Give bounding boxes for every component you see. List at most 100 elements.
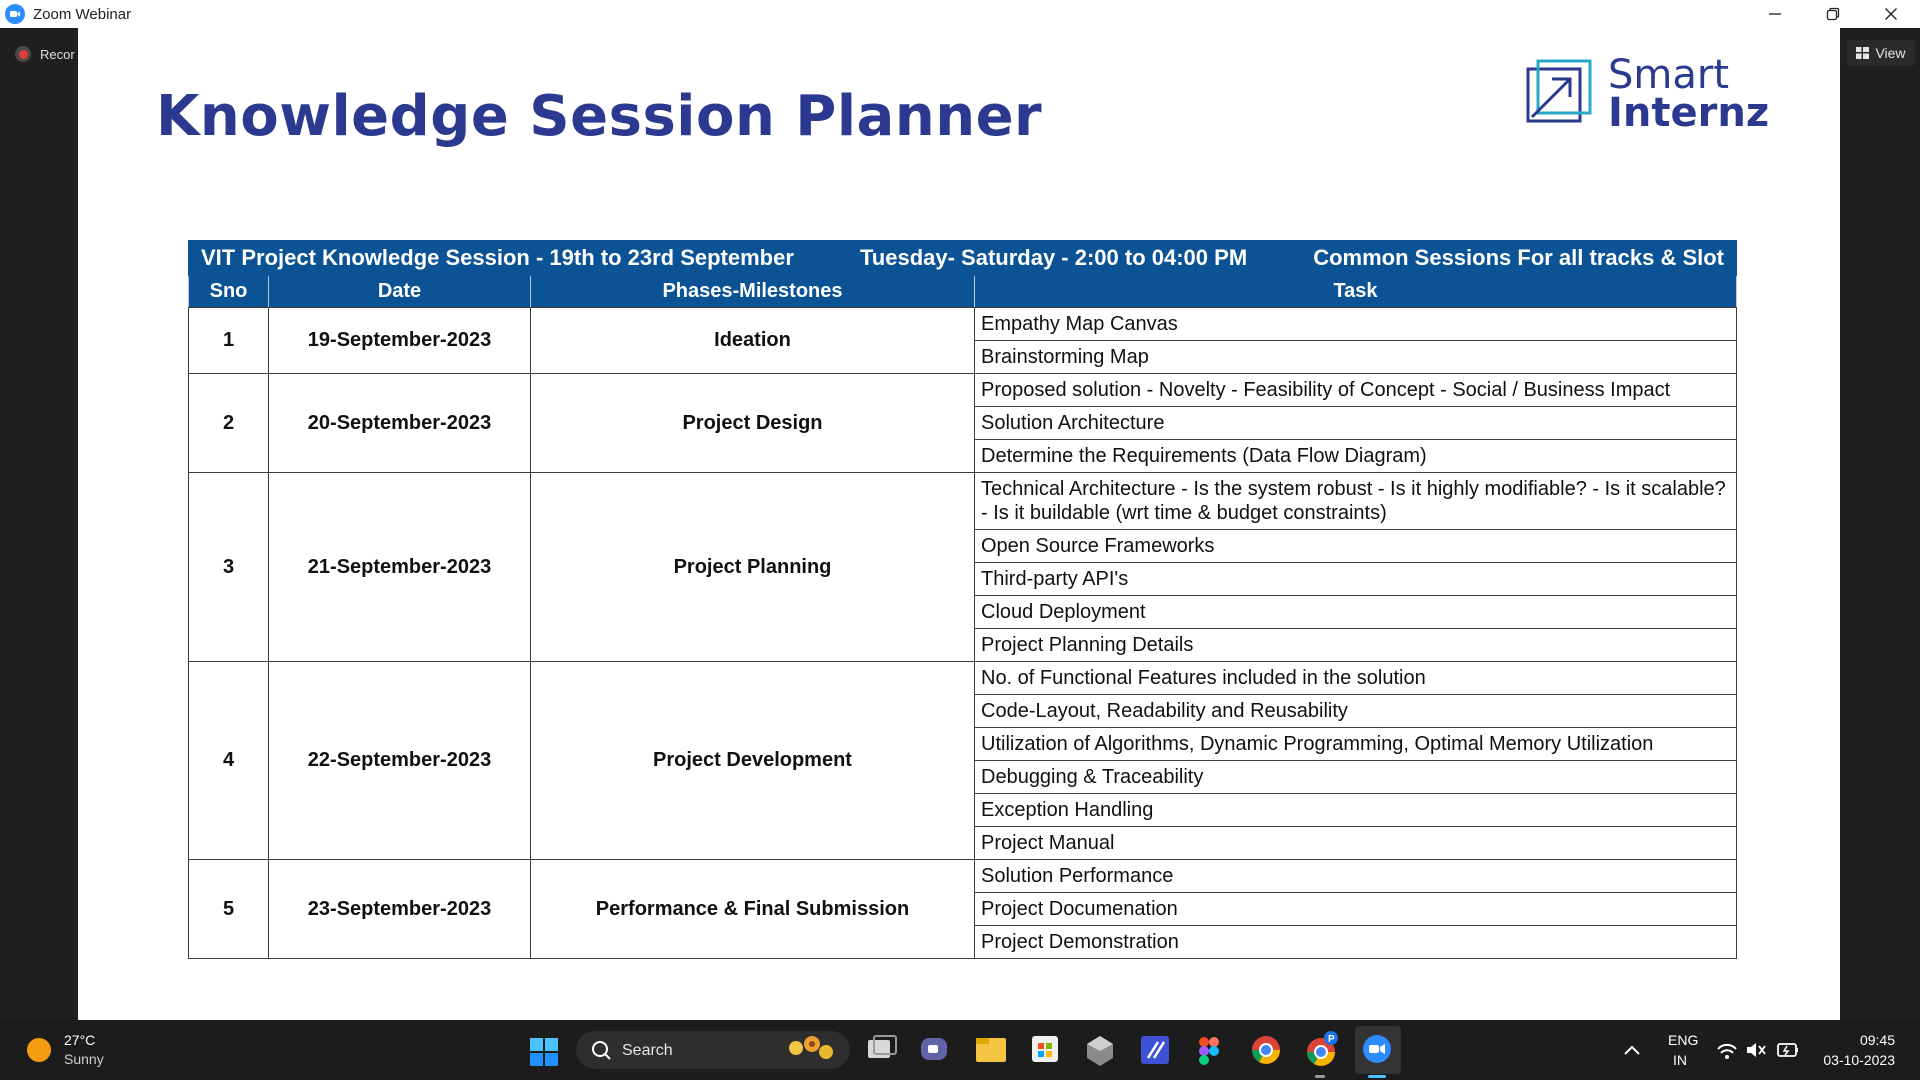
row-phase: Project Design <box>530 373 975 473</box>
clock-date: 03-10-2023 <box>1823 1052 1895 1068</box>
chrome-profile-icon[interactable]: P <box>1307 1031 1338 1078</box>
shared-screen-slide: Knowledge Session Planner Smart Internz … <box>78 28 1840 1020</box>
brand-line1: Smart <box>1608 52 1729 98</box>
teams-chat-icon[interactable] <box>921 1038 947 1060</box>
file-explorer-icon[interactable] <box>976 1038 1006 1062</box>
cube-app-icon[interactable] <box>1087 1036 1113 1066</box>
profile-badge: P <box>1328 1034 1335 1045</box>
session-planner-table: VIT Project Knowledge Session - 19th to … <box>188 240 1737 959</box>
clock[interactable]: 09:45 03-10-2023 <box>1823 1032 1895 1068</box>
table-row: Open Source Frameworks <box>189 529 1737 563</box>
row-sno: 3 <box>188 472 269 662</box>
banner-common: Common Sessions For all tracks & Slot <box>1313 245 1724 270</box>
search-label: Search <box>622 1042 673 1059</box>
view-button[interactable]: View <box>1847 40 1915 66</box>
table-row: Project Documenation <box>189 892 1737 926</box>
table-row: Brainstorming Map <box>189 340 1737 374</box>
table-row: 5 23-September-2023 Performance & Final Su… <box>188 859 1737 959</box>
chrome-icon[interactable] <box>1252 1036 1280 1064</box>
header-phase: Phases-Milestones <box>530 275 975 308</box>
taskbar-search[interactable]: Search <box>576 1031 850 1069</box>
row-sno: 4 <box>188 661 269 860</box>
flowers-icon <box>789 1036 833 1059</box>
row-phase: Project Planning <box>530 472 975 662</box>
brand-line2: Internz <box>1608 90 1770 136</box>
task-cell: Project Planning Details <box>974 628 1737 662</box>
wifi-icon[interactable] <box>1717 1043 1737 1059</box>
microsoft-store-icon[interactable] <box>1032 1036 1058 1062</box>
view-button-label: View <box>1875 45 1906 61</box>
record-icon <box>15 46 31 62</box>
minimize-button[interactable] <box>1746 0 1804 28</box>
weather-condition: Sunny <box>64 1051 104 1067</box>
task-cell: Project Manual <box>974 826 1737 860</box>
table-row: 2 20-September-2023 Project Design Proposed… <box>188 373 1737 473</box>
task-cell: Technical Architecture - Is the system r… <box>974 472 1737 530</box>
row-date: 21-September-2023 <box>268 472 531 662</box>
row-date: 22-September-2023 <box>268 661 531 860</box>
row-date: 23-September-2023 <box>268 859 531 959</box>
clock-time: 09:45 <box>1860 1032 1895 1048</box>
zoom-logo-icon <box>5 4 25 24</box>
speaker-muted-icon[interactable] <box>1747 1043 1766 1057</box>
task-cell: Solution Architecture <box>974 406 1737 440</box>
task-view-icon[interactable] <box>868 1035 897 1058</box>
weather-widget[interactable]: 27°C Sunny <box>27 1032 104 1067</box>
smartinternz-logo-icon <box>1526 59 1592 123</box>
right-panel <box>1840 28 1920 1020</box>
table-header-row: Sno Date Phases-Milestones Task <box>188 275 1737 308</box>
battery-icon[interactable] <box>1777 1043 1798 1057</box>
window-title: Zoom Webinar <box>33 5 132 23</box>
slide-title: Knowledge Session Planner <box>156 84 1043 149</box>
task-cell: Debugging & Traceability <box>974 760 1737 794</box>
recording-indicator[interactable]: Recor <box>15 46 75 62</box>
task-cell: Code-Layout, Readability and Reusability <box>974 694 1737 728</box>
header-sno: Sno <box>188 275 269 308</box>
task-cell: Exception Handling <box>974 793 1737 827</box>
table-row: Utilization of Algorithms, Dynamic Progr… <box>189 727 1737 761</box>
row-date: 19-September-2023 <box>268 307 531 374</box>
weather-temp: 27°C <box>64 1032 95 1048</box>
table-row: Third-party API's <box>189 562 1737 596</box>
header-date: Date <box>268 275 531 308</box>
close-button[interactable] <box>1862 0 1920 28</box>
table-row: Project Manual <box>189 826 1737 860</box>
editor-app-icon[interactable] <box>1141 1036 1169 1064</box>
table-row: Cloud Deployment <box>189 595 1737 629</box>
table-banner-row: VIT Project Knowledge Session - 19th to … <box>188 240 1737 276</box>
banner-session: VIT Project Knowledge Session - 19th to … <box>201 245 794 270</box>
task-cell: Open Source Frameworks <box>974 529 1737 563</box>
chevron-up-icon[interactable] <box>1624 1045 1640 1055</box>
search-icon <box>592 1041 608 1057</box>
zoom-taskbar-icon[interactable] <box>1355 1026 1401 1078</box>
language-indicator[interactable]: ENG IN <box>1668 1032 1698 1068</box>
table-row: 1 19-September-2023 Ideation Empathy Map Ca… <box>188 307 1737 374</box>
table-row: Determine the Requirements (Data Flow Di… <box>189 439 1737 473</box>
task-cell: Empathy Map Canvas <box>974 307 1737 341</box>
task-cell: Proposed solution - Novelty - Feasibilit… <box>974 373 1737 407</box>
task-cell: No. of Functional Features included in t… <box>974 661 1737 695</box>
task-cell: Cloud Deployment <box>974 595 1737 629</box>
grid-view-icon <box>1856 47 1870 59</box>
task-cell: Project Documenation <box>974 892 1737 926</box>
recording-label: Recor <box>40 46 75 62</box>
row-phase: Project Development <box>530 661 975 860</box>
table-row: Exception Handling <box>189 793 1737 827</box>
row-sno: 2 <box>188 373 269 473</box>
window-titlebar: Zoom Webinar <box>0 0 1920 28</box>
brand-logo: Smart Internz <box>1522 52 1770 136</box>
banner-schedule: Tuesday- Saturday - 2:00 to 04:00 PM <box>859 245 1248 270</box>
header-task: Task <box>974 275 1737 308</box>
task-cell: Project Demonstration <box>974 925 1737 959</box>
task-cell: Brainstorming Map <box>974 340 1737 374</box>
sun-icon <box>27 1038 51 1062</box>
task-cell: Solution Performance <box>974 859 1737 893</box>
row-phase: Ideation <box>530 307 975 374</box>
table-row: 3 21-September-2023 Project Planning Techni… <box>188 472 1737 662</box>
figma-icon[interactable] <box>1199 1037 1219 1065</box>
restore-button[interactable] <box>1804 0 1862 28</box>
table-row: Project Demonstration <box>189 925 1737 959</box>
language-line2: IN <box>1673 1052 1687 1068</box>
task-cell: Determine the Requirements (Data Flow Di… <box>974 439 1737 473</box>
start-button[interactable] <box>530 1038 558 1066</box>
